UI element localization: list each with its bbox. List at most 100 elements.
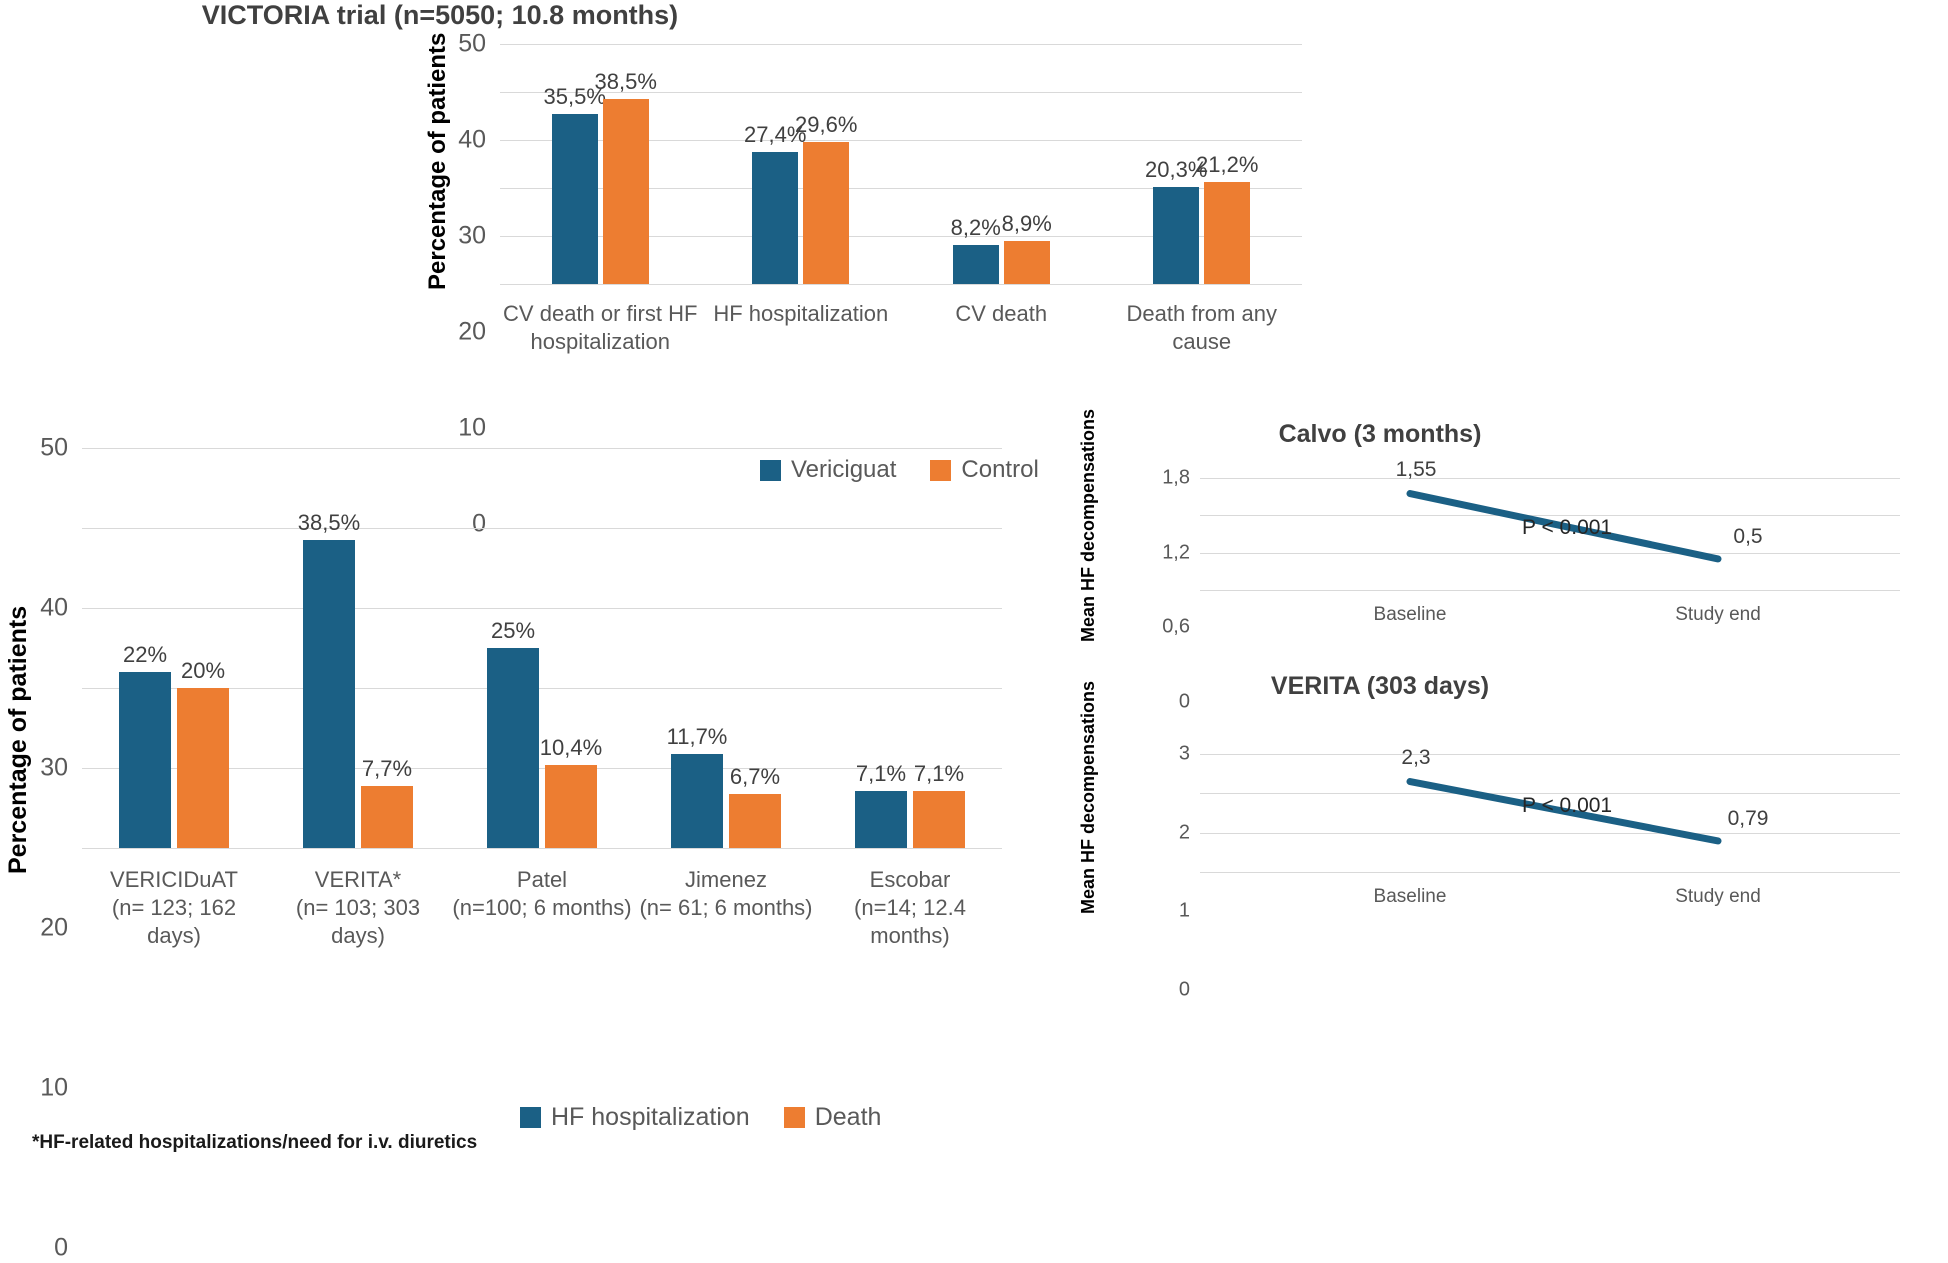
bar-value-label: 35,5%	[543, 83, 606, 109]
y-axis-tick: 10	[40, 1073, 68, 1102]
bar	[487, 648, 539, 848]
bar-value-label: 20,3%	[1145, 156, 1208, 182]
y-axis-tick: 2	[1178, 821, 1190, 844]
trend-line	[1406, 778, 1722, 845]
chart-title: VERITA (303 days)	[1270, 672, 1490, 700]
x-axis-tick: Study end	[1675, 604, 1761, 625]
gridline: 20	[40, 688, 1002, 942]
plot-area: 50 40 30 20 10 0 22% 20% VERICIDuAT (n= 123; 162…	[40, 434, 1002, 1262]
victoria-trial-chart: VICTORIA trial (n=5050; 10.8 months) Per…	[0, 0, 1620, 538]
p-value-annotation: P < 0.001	[1522, 516, 1613, 540]
bar-value-label: 22%	[122, 642, 168, 667]
bar-value-label: 27,4%	[744, 122, 807, 148]
bar-value-label: 8,2%	[950, 214, 1001, 240]
bar	[671, 754, 723, 848]
bar-value-label: 7,1%	[913, 761, 965, 787]
bar	[545, 764, 597, 848]
bar	[952, 244, 999, 284]
legend-label: Death	[814, 1103, 882, 1131]
legend-swatch-icon	[930, 459, 952, 481]
plot-area: 50 40 30 20 10 0 35,5% 38,5% CV death or first H…	[458, 30, 1302, 538]
bar-value-label: 8,9%	[1001, 211, 1052, 237]
x-axis-category-label: CV death	[955, 301, 1048, 326]
y-axis-tick: 40	[40, 593, 68, 622]
bar	[551, 113, 598, 284]
legend-label: Control	[961, 456, 1039, 483]
gridline: 0	[54, 848, 1002, 1262]
gridline: 50	[40, 434, 1002, 462]
legend-item: HF hospitalization	[520, 1103, 750, 1132]
x-axis-category-label: Escobar (n=14; 12.4 months)	[854, 867, 966, 949]
y-axis-label: Mean HF decompensations	[1078, 408, 1098, 642]
bar	[729, 794, 781, 848]
gridline: 40	[458, 92, 1302, 154]
data-point-label: 0,79	[1727, 806, 1769, 830]
y-axis-label: Percentage of patients	[4, 605, 32, 875]
gridline: 30	[40, 608, 1002, 782]
gridline: 0	[1179, 590, 1900, 713]
legend-swatch-icon	[520, 1107, 541, 1128]
gridline: 1	[1179, 832, 1900, 922]
legend-swatch-icon	[783, 1107, 805, 1128]
y-axis-tick: 0	[1178, 978, 1190, 1001]
bar-value-label: 20%	[180, 658, 226, 683]
y-axis-tick: 30	[40, 753, 68, 782]
studies-comparison-chart: Percentage of patients 50 40 30 20 10 0 22% 20%…	[0, 420, 1060, 1262]
gridline: 50	[458, 30, 1302, 58]
legend-swatch-icon	[760, 459, 781, 481]
gridline: 20	[458, 188, 1302, 346]
bar-value-label: 38,5%	[297, 510, 361, 535]
verita-line-chart: VERITA (303 days) Mean HF decompensation…	[1060, 672, 1948, 1001]
bar-value-label: 29,6%	[795, 111, 858, 137]
data-point-label: 1,55	[1395, 457, 1437, 481]
x-axis-category-label: Jimenez (n= 61; 6 months)	[639, 867, 813, 921]
bar	[1204, 182, 1251, 284]
x-axis-category-label: Patel (n=100; 6 months)	[452, 867, 632, 921]
x-axis-category-label: VERICIDuAT (n= 123; 162 days)	[110, 867, 238, 949]
legend-item: Death	[783, 1103, 882, 1132]
bar-value-label: 6,7%	[729, 764, 781, 790]
p-value-annotation: P < 0.001	[1522, 794, 1613, 818]
y-axis-tick: 0	[472, 509, 486, 538]
y-axis-tick: 0	[1178, 690, 1190, 713]
gridline: 0	[472, 284, 1302, 538]
data-point-label: 2,3	[1401, 745, 1431, 769]
gridline: 10	[40, 768, 1002, 1102]
bar-value-label: 21,2%	[1196, 152, 1259, 178]
x-axis-tick: Baseline	[1373, 604, 1447, 625]
bar	[1003, 241, 1050, 284]
legend-item: Control	[930, 456, 1039, 484]
bar	[119, 672, 171, 848]
y-axis-tick: 0	[54, 1233, 68, 1262]
gridline: 10	[458, 236, 1302, 442]
data-point-label: 0,5	[1733, 524, 1763, 548]
bar	[361, 786, 413, 848]
x-axis-category-label: Death from any cause	[1126, 301, 1277, 355]
bar	[752, 152, 799, 284]
bar	[855, 791, 907, 848]
y-axis-label: Mean HF decompensations	[1078, 680, 1098, 914]
legend-label: Vericiguat	[791, 456, 897, 483]
x-axis-category-label: HF hospitalization	[713, 301, 889, 326]
gridline: 3	[1179, 743, 1900, 765]
x-axis-tick: Baseline	[1373, 886, 1447, 907]
y-axis-tick: 1,2	[1162, 541, 1190, 564]
bar-value-label: 7,7%	[361, 756, 413, 782]
y-axis-tick: 30	[458, 221, 486, 250]
bar	[1153, 186, 1200, 284]
x-axis-tick: Study end	[1675, 886, 1761, 907]
y-axis-tick: 20	[458, 317, 486, 346]
chart-title: Calvo (3 months)	[1278, 420, 1482, 448]
chart-footnote: *HF-related hospitalizations/need for i.…	[32, 1132, 478, 1153]
x-axis-category-label: CV death or first HF hospitalization	[503, 301, 698, 355]
plot-area: 3 2 1 0 2,3 0,79 P < 0.001 Baseline Study end	[1179, 743, 1900, 1001]
trend-line	[1406, 490, 1722, 563]
bar-value-label: 7,1%	[855, 761, 907, 787]
chart-legend: HF hospitalization Death	[520, 1103, 881, 1132]
legend-label: HF hospitalization	[551, 1103, 750, 1131]
gridline: 2	[1179, 793, 1900, 843]
y-axis-tick: 20	[40, 913, 68, 942]
gridline: 30	[458, 140, 1302, 250]
bar-value-label: 11,7%	[666, 724, 728, 750]
y-axis-tick: 1	[1178, 899, 1190, 922]
